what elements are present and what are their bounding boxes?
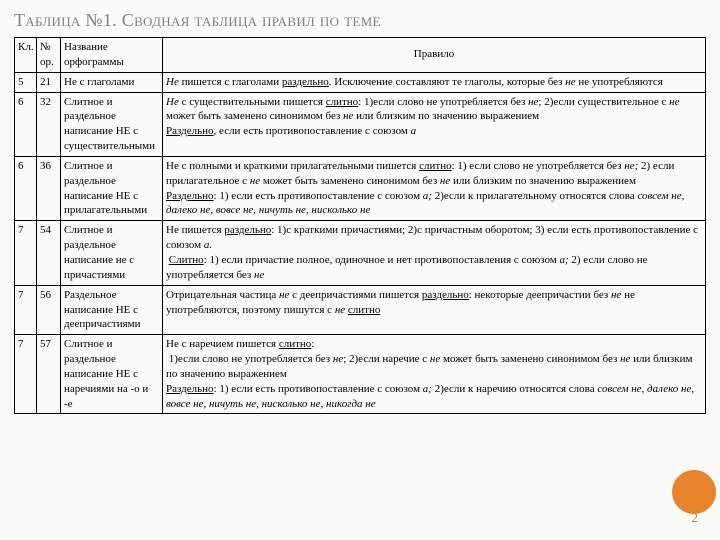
col-number: № ор. [37,38,61,73]
cell-number: 21 [37,72,61,92]
cell-orfogram-name: Не с глаголами [61,72,163,92]
cell-orfogram-name: Раздельное написание НЕ с деепричастиями [61,285,163,335]
cell-class: 6 [15,156,37,220]
cell-orfogram-name: Слитное и раздельное написание НЕ с прил… [61,156,163,220]
table-row: 632Слитное и раздельное написание НЕ с с… [15,92,706,156]
cell-rule: Не пишется с глаголами раздельно. Исключ… [163,72,706,92]
decor-circle [672,470,716,514]
cell-class: 7 [15,221,37,285]
cell-number: 32 [37,92,61,156]
cell-class: 6 [15,92,37,156]
cell-number: 57 [37,335,61,414]
cell-orfogram-name: Слитное и раздельное написание НЕ с наре… [61,335,163,414]
table-row: 636Слитное и раздельное написание НЕ с п… [15,156,706,220]
cell-class: 7 [15,335,37,414]
cell-number: 54 [37,221,61,285]
col-rule: Правило [163,38,706,73]
table-row: 754Слитное и раздельное написание не с п… [15,221,706,285]
cell-number: 36 [37,156,61,220]
cell-orfogram-name: Слитное и раздельное написание не с прич… [61,221,163,285]
cell-class: 7 [15,285,37,335]
cell-class: 5 [15,72,37,92]
table-header-row: Кл. № ор. Название орфограммы Правило [15,38,706,73]
cell-rule: Отрицательная частица не с деепричастиям… [163,285,706,335]
table-row: 756Раздельное написание НЕ с деепричасти… [15,285,706,335]
cell-rule: Не с полными и краткими прилагательными … [163,156,706,220]
page-title: Таблица №1. Сводная таблица правил по те… [14,10,706,31]
cell-rule: Не пишется раздельно: 1)с краткими прича… [163,221,706,285]
cell-orfogram-name: Слитное и раздельное написание НЕ с суще… [61,92,163,156]
col-class: Кл. [15,38,37,73]
table-row: 757Слитное и раздельное написание НЕ с н… [15,335,706,414]
cell-rule: Не с наречием пишется слитно: 1)если сло… [163,335,706,414]
col-name: Название орфограммы [61,38,163,73]
table-row: 521Не с глаголамиНе пишется с глаголами … [15,72,706,92]
rules-table: Кл. № ор. Название орфограммы Правило 52… [14,37,706,414]
cell-number: 56 [37,285,61,335]
cell-rule: Не с существительными пишется слитно: 1)… [163,92,706,156]
page-number: 2 [692,510,699,526]
